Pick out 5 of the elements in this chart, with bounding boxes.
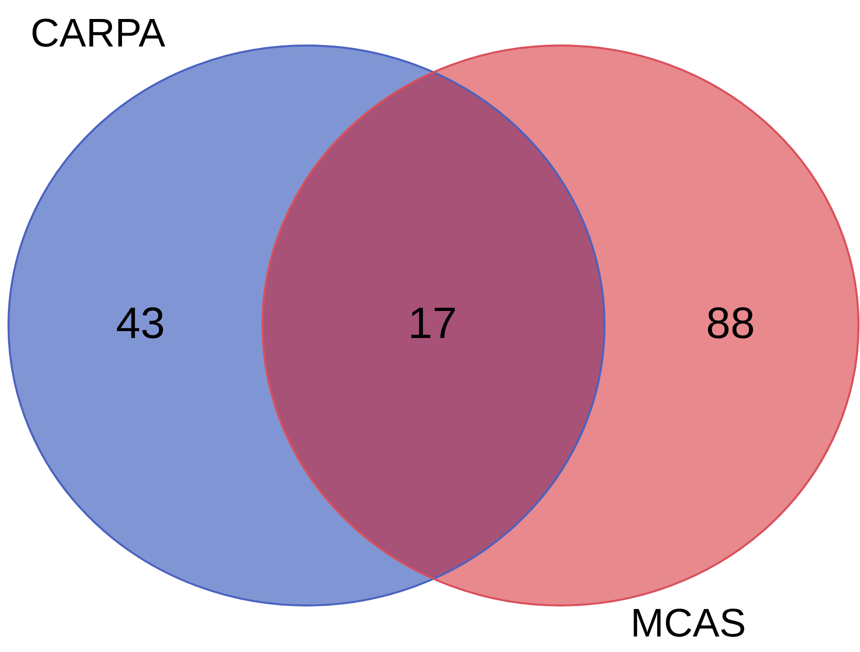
text: CARPA	[30, 12, 166, 56]
data-label: 88	[706, 299, 755, 348]
data-label: 43	[116, 299, 165, 348]
text: MCAS	[630, 602, 746, 646]
data-label: 17	[408, 299, 457, 348]
